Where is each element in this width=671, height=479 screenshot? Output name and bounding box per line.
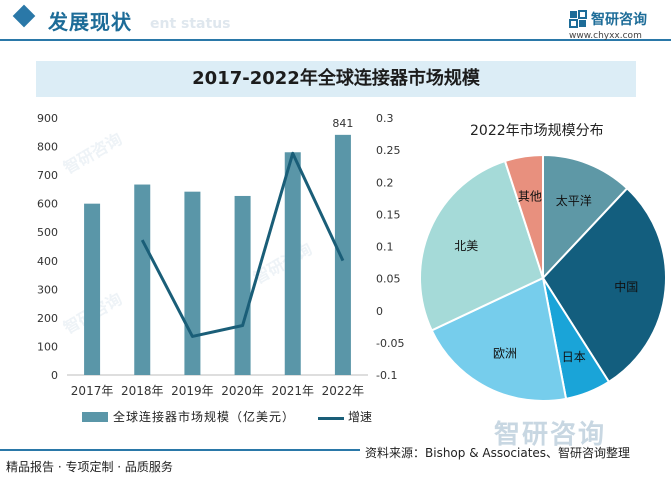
legend-line-swatch [318, 417, 344, 420]
legend-bar-swatch [82, 412, 108, 422]
pie-slice [419, 159, 545, 332]
page-title: 发展现状 [48, 10, 132, 34]
y-left-tick-label: 500 [37, 226, 58, 239]
x-tick-label: 2018年 [121, 384, 164, 398]
pie-slice [541, 186, 667, 384]
legend-line-label: 增速 [348, 410, 373, 424]
y-right-tick-label: -0.1 [376, 369, 397, 382]
x-tick-label: 2019年 [171, 384, 214, 398]
pie-slice-label: 日本 [562, 350, 586, 364]
bar [134, 184, 151, 375]
pie-slice-label: 北美 [454, 239, 478, 253]
y-left-tick-label: 400 [37, 255, 58, 268]
bar-data-label: 841 [332, 117, 353, 130]
y-right-tick-label: 0.2 [376, 176, 394, 189]
pie-slice [542, 153, 629, 281]
y-left-tick-label: 0 [51, 369, 58, 382]
bar [234, 195, 251, 375]
y-right-tick-label: 0.05 [376, 273, 401, 286]
bar [84, 203, 101, 375]
pie-slice [503, 153, 544, 279]
y-left-tick-label: 800 [37, 141, 58, 154]
x-tick-label: 2022年 [322, 384, 365, 398]
pie-slice [430, 276, 568, 402]
brand-url: www.chyxx.com [569, 31, 642, 41]
pie-slice-label: 中国 [614, 279, 638, 294]
y-right-tick-label: 0.3 [376, 112, 394, 125]
header-divider [0, 39, 671, 41]
pie-title: 2022年市场规模分布 [470, 123, 604, 139]
brand-name: 智研咨询 [591, 12, 647, 28]
source-note: 资料来源：Bishop & Associates、智研咨询整理 [365, 446, 631, 460]
y-left-tick-label: 900 [37, 112, 58, 125]
y-left-tick-label: 100 [37, 340, 58, 353]
x-tick-label: 2017年 [71, 384, 114, 398]
header-watermark: ent status [150, 16, 231, 32]
y-right-tick-label: 0.25 [376, 144, 401, 157]
brand-logo-icon [569, 10, 587, 28]
watermark-brand: 智研咨询 [494, 420, 607, 450]
legend-bar-label: 全球连接器市场规模（亿美元） [113, 410, 296, 424]
y-left-tick-label: 200 [37, 312, 58, 325]
y-left-tick-label: 600 [37, 198, 58, 211]
footer-divider [0, 449, 360, 451]
x-tick-label: 2020年 [221, 384, 264, 398]
bar [284, 152, 301, 375]
pie-slice-label: 太平洋 [556, 193, 592, 208]
y-right-tick-label: -0.05 [376, 337, 404, 350]
chart-title-bar [36, 61, 636, 97]
footer-text: 精品报告 · 专项定制 · 品质服务 [6, 460, 173, 474]
y-right-tick-label: 0.1 [376, 241, 394, 254]
pie-slice-label: 其他 [518, 189, 542, 203]
growth-line [140, 151, 345, 338]
chart-title: 2017-2022年全球连接器市场规模 [192, 68, 480, 89]
y-right-tick-label: 0.15 [376, 208, 401, 221]
bar [334, 134, 351, 375]
pie-slice-label: 欧洲 [493, 347, 517, 361]
y-left-tick-label: 300 [37, 283, 58, 296]
y-left-tick-label: 700 [37, 169, 58, 182]
x-tick-label: 2021年 [271, 384, 314, 398]
y-right-tick-label: 0 [376, 305, 383, 318]
